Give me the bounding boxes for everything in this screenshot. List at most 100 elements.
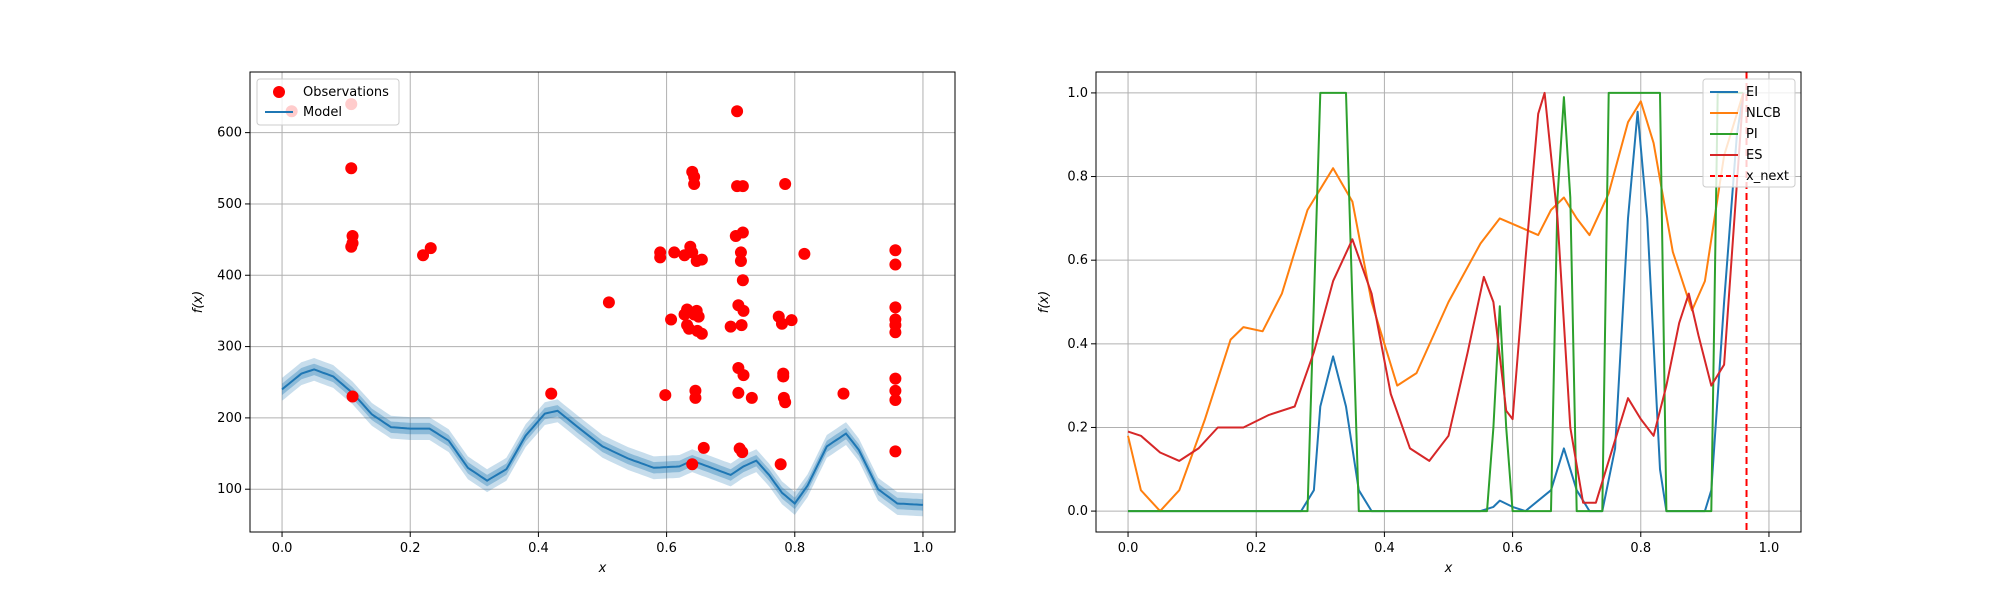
observation-point xyxy=(602,296,615,309)
observation-point xyxy=(346,390,359,403)
observation-point xyxy=(779,177,792,190)
observation-point xyxy=(734,254,747,267)
legend-label-pi: PI xyxy=(1746,127,1758,142)
observation-point xyxy=(889,445,902,458)
observation-point xyxy=(889,258,902,271)
observation-point xyxy=(668,246,681,259)
x-tick-label: 0.4 xyxy=(1374,541,1395,556)
right-axes-frame xyxy=(1095,71,1802,533)
series-line-ei xyxy=(1128,92,1745,513)
observation-point xyxy=(686,458,699,471)
observation-point xyxy=(695,327,708,340)
observation-point xyxy=(732,386,745,399)
x-axis-label: x xyxy=(598,561,607,576)
legend-label-observations: Observations xyxy=(303,85,389,100)
y-tick-label: 1.0 xyxy=(1067,86,1088,101)
right-chart: 0.0 0.2 0.4 0.6 0.8 1.0 0.0 0.2 0.4 0.6 0.8 1.0 x f(x… xyxy=(1037,71,1802,576)
x-tick-label: 1.0 xyxy=(1759,541,1780,556)
right-plot-area xyxy=(1127,72,1748,532)
observation-point xyxy=(798,247,811,260)
legend-label-es: ES xyxy=(1746,148,1762,163)
observation-point xyxy=(695,253,708,266)
model-line xyxy=(281,368,924,506)
x-tick-label: 0.8 xyxy=(1630,541,1651,556)
observation-point xyxy=(697,441,710,454)
x-tick-label: 0.8 xyxy=(784,541,805,556)
observation-point xyxy=(724,320,737,333)
observation-point xyxy=(735,319,748,332)
observation-point xyxy=(689,391,702,404)
observation-point xyxy=(889,301,902,314)
y-tick-label: 400 xyxy=(217,268,242,283)
y-tick-label: 600 xyxy=(217,126,242,141)
observation-point xyxy=(777,370,790,383)
legend-label-ei: EI xyxy=(1746,85,1758,100)
observation-point xyxy=(688,177,701,190)
observation-point xyxy=(837,387,850,400)
x-tick-label: 0.4 xyxy=(528,541,549,556)
x-tick-label: 0.0 xyxy=(272,541,293,556)
x-tick-label: 0.6 xyxy=(1502,541,1523,556)
observation-point xyxy=(889,372,902,385)
legend-label-x-next: x_next xyxy=(1746,169,1789,184)
x-tick-label: 0.2 xyxy=(1246,541,1267,556)
x-tick-label: 0.0 xyxy=(1118,541,1139,556)
observation-point xyxy=(774,458,787,471)
observation-point xyxy=(775,317,788,330)
y-axis-label: f(x) xyxy=(1037,291,1052,313)
legend-box xyxy=(1702,78,1796,188)
series-line-nlcb xyxy=(1127,92,1745,513)
observation-point xyxy=(745,391,758,404)
x-tick-label: 0.6 xyxy=(656,541,677,556)
legend-label-nlcb: NLCB xyxy=(1746,106,1781,121)
y-tick-label: 0.2 xyxy=(1067,420,1088,435)
left-axes-frame xyxy=(249,71,956,533)
observation-point xyxy=(889,326,902,339)
x-tick-label: 0.2 xyxy=(400,541,421,556)
observation-point xyxy=(779,396,792,409)
observation-point xyxy=(737,369,750,382)
observation-point xyxy=(736,226,749,239)
y-tick-label: 500 xyxy=(217,197,242,212)
observation-point xyxy=(889,394,902,407)
observation-point xyxy=(889,384,902,397)
observation-point xyxy=(424,242,437,255)
y-tick-label: 0.6 xyxy=(1067,253,1088,268)
right-legend: EI NLCB PI ES x_next xyxy=(1702,78,1796,188)
left-legend: Observations Model xyxy=(256,78,400,126)
observation-point xyxy=(417,249,430,262)
legend-marker-observations xyxy=(273,86,285,98)
y-tick-label: 0.8 xyxy=(1067,170,1088,185)
observation-point xyxy=(734,246,747,259)
observation-point xyxy=(545,387,558,400)
observation-point xyxy=(692,310,705,323)
y-axis-label: f(x) xyxy=(191,291,206,313)
left-plot-area xyxy=(281,98,924,517)
y-tick-label: 100 xyxy=(217,482,242,497)
observation-point xyxy=(665,313,678,326)
model-confidence-band xyxy=(282,358,923,517)
legend-label-model: Model xyxy=(303,105,342,120)
legend-box xyxy=(256,78,400,126)
observation-point xyxy=(736,274,749,287)
series-line-es xyxy=(1127,91,1745,504)
observation-point xyxy=(889,244,902,257)
x-tick-label: 1.0 xyxy=(913,541,934,556)
observation-point xyxy=(659,389,672,402)
observation-point xyxy=(737,304,750,317)
left-chart: 0.0 0.2 0.4 0.6 0.8 1.0 100 200 300 400 500 600 x f(x… xyxy=(191,71,956,576)
x-axis-label: x xyxy=(1444,561,1453,576)
observation-point xyxy=(731,105,744,118)
observation-point xyxy=(654,251,667,264)
y-tick-label: 0.4 xyxy=(1067,337,1088,352)
y-tick-label: 0.0 xyxy=(1067,504,1088,519)
observation-point xyxy=(345,240,358,253)
observation-point xyxy=(736,180,749,193)
observation-point xyxy=(345,162,358,175)
y-tick-label: 300 xyxy=(217,340,242,355)
y-tick-label: 200 xyxy=(217,411,242,426)
series-line-pi xyxy=(1128,91,1744,513)
observation-point xyxy=(736,446,749,459)
observation-point xyxy=(785,314,798,327)
